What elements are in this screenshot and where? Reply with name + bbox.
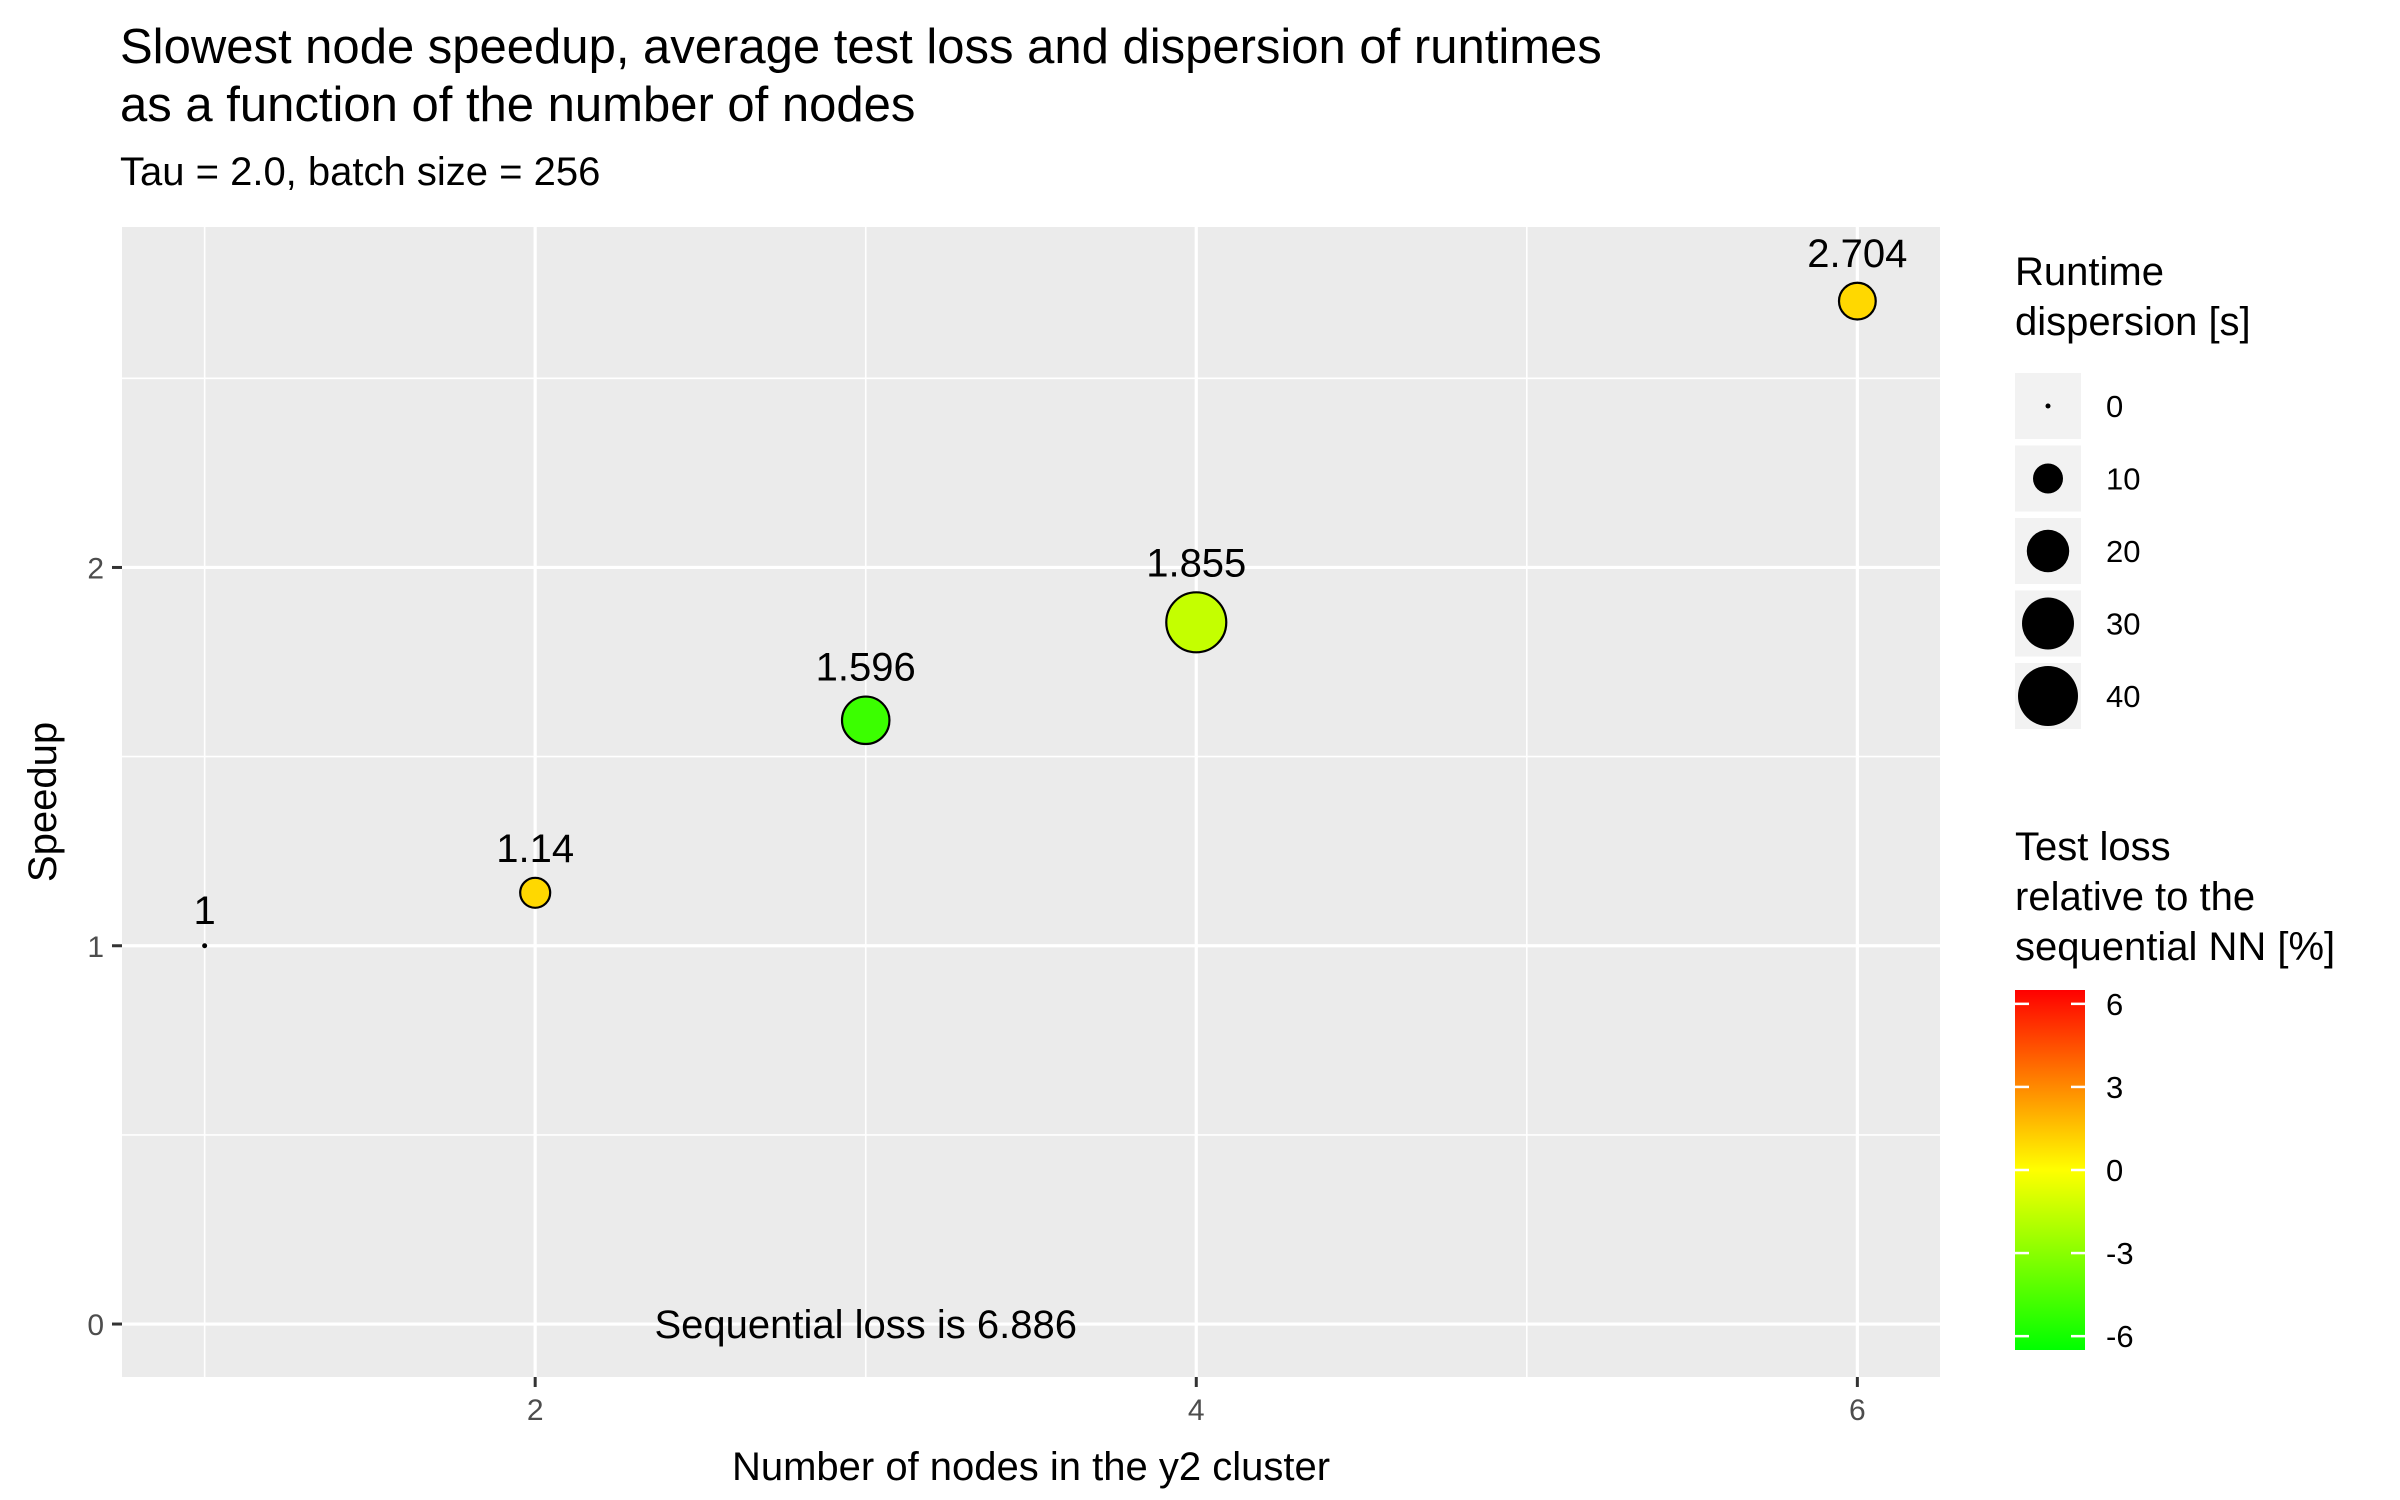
axes: 2 4 6 0 1 2 <box>87 552 1865 1427</box>
color-legend-title-3: sequential NN [%] <box>2015 925 2336 969</box>
size-legend-label: 10 <box>2106 462 2140 497</box>
size-legend-symbol <box>2026 529 2070 573</box>
data-point <box>202 943 208 949</box>
plot-panel <box>122 227 1940 1377</box>
color-legend-label: -3 <box>2106 1236 2134 1271</box>
size-legend-symbol <box>2033 463 2063 494</box>
grid <box>122 227 1940 1377</box>
data-point <box>519 876 552 909</box>
chart-subtitle: Tau = 2.0, batch size = 256 <box>120 150 601 194</box>
size-legend-title-2: dispersion [s] <box>2015 300 2251 344</box>
chart-title-line-1: Slowest node speedup, average test loss … <box>120 20 1602 74</box>
color-legend-label: -6 <box>2106 1319 2134 1354</box>
size-legend-label: 20 <box>2106 534 2140 569</box>
color-legend: 6 3 0 -3 -6 <box>2015 987 2134 1354</box>
chart-title-line-2: as a function of the number of nodes <box>120 78 916 132</box>
y-tick-label: 2 <box>87 552 104 585</box>
data-label: 1.14 <box>496 827 574 871</box>
x-axis-label: Number of nodes in the y2 cluster <box>732 1445 1330 1489</box>
size-legend-title-1: Runtime <box>2015 250 2164 294</box>
size-legend-label: 40 <box>2106 679 2140 714</box>
x-tick-label: 2 <box>527 1394 544 1427</box>
data-labels: 1 1.14 1.596 1.855 2.704 <box>194 232 1908 933</box>
data-label: 2.704 <box>1807 232 1907 276</box>
color-legend-title-1: Test loss <box>2015 825 2171 869</box>
y-tick-label: 0 <box>87 1309 104 1342</box>
annotation-text: Sequential loss is 6.886 <box>654 1303 1077 1347</box>
data-point <box>1165 591 1228 654</box>
color-legend-label: 3 <box>2106 1070 2123 1105</box>
size-legend-symbol <box>2018 666 2078 726</box>
size-legend: 0 10 20 30 40 <box>2015 373 2140 729</box>
data-point <box>1837 281 1877 321</box>
data-label: 1.596 <box>816 646 916 690</box>
data-point <box>840 695 891 746</box>
size-legend-label: 30 <box>2106 607 2140 642</box>
size-legend-symbol <box>2022 597 2074 650</box>
color-legend-label: 6 <box>2106 987 2123 1022</box>
data-points <box>202 281 1877 949</box>
data-label: 1.855 <box>1146 541 1246 585</box>
color-legend-label: 0 <box>2106 1153 2123 1188</box>
x-tick-label: 6 <box>1849 1394 1866 1427</box>
x-tick-label: 4 <box>1188 1394 1205 1427</box>
data-label: 1 <box>194 889 216 933</box>
y-axis-label: Speedup <box>21 722 65 882</box>
y-tick-label: 1 <box>87 931 104 964</box>
size-legend-label: 0 <box>2106 389 2123 424</box>
color-legend-title-2: relative to the <box>2015 875 2256 919</box>
size-legend-symbol <box>2045 403 2051 409</box>
